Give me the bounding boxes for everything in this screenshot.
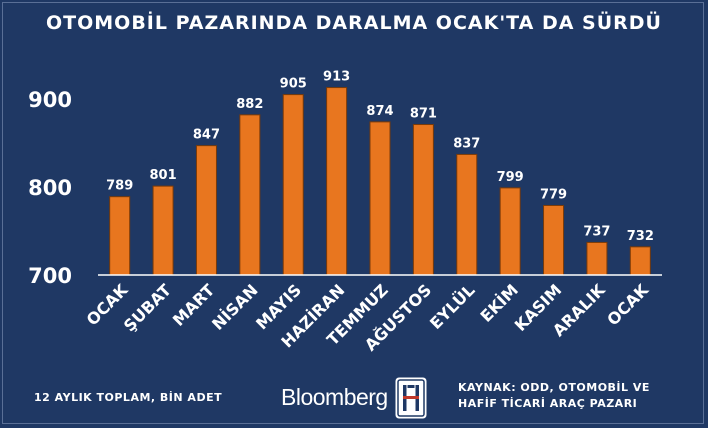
- bar-value-label: 847: [193, 128, 220, 143]
- bar: [499, 187, 521, 276]
- chart-frame: [2, 2, 704, 424]
- source-line-2: HAFİF TİCARİ ARAÇ PAZARI: [458, 397, 638, 410]
- bar: [586, 241, 608, 276]
- bar: [412, 124, 434, 276]
- bar: [326, 87, 348, 276]
- bar-value-label: 882: [236, 97, 263, 112]
- footnote: 12 AYLIK TOPLAM, BİN ADET: [34, 391, 223, 404]
- ht-logo-icon: [394, 376, 428, 420]
- bar: [629, 246, 651, 276]
- x-tick-label: OCAK: [603, 280, 652, 329]
- bar-value-label: 905: [280, 77, 307, 92]
- bars: [109, 87, 651, 276]
- source-note: KAYNAK: ODD, OTOMOBİL VE HAFİF TİCARİ AR…: [458, 380, 650, 412]
- value-labels: 789 801 847 882 905 913 874 871 837 799 779 737 732: [106, 70, 654, 244]
- x-axis-labels: OCAKŞUBATMARTNİSANMAYISHAZİRANTEMMUZAĞUS…: [83, 280, 653, 355]
- bar: [109, 196, 131, 276]
- bar: [152, 185, 174, 276]
- x-tick-label: ŞUBAT: [120, 280, 175, 335]
- bar-value-label: 789: [106, 179, 133, 194]
- bar: [195, 145, 217, 276]
- bar-value-label: 871: [410, 107, 437, 122]
- y-tick-label: 700: [28, 264, 72, 288]
- bar-value-label: 874: [366, 104, 393, 119]
- bar: [282, 94, 304, 276]
- y-axis-ticks: 700 800 900: [28, 88, 72, 288]
- bloomberg-logo: Bloomberg: [281, 384, 388, 410]
- bar-value-label: 837: [453, 136, 480, 151]
- bar-value-label: 779: [540, 187, 567, 202]
- y-tick-label: 900: [28, 88, 72, 112]
- source-line-1: KAYNAK: ODD, OTOMOBİL VE: [458, 381, 650, 394]
- bar: [456, 153, 478, 276]
- x-tick-label: NİSAN: [208, 280, 261, 333]
- x-tick-label: EYLÜL: [426, 280, 479, 333]
- bar: [239, 114, 261, 276]
- bar: [543, 204, 565, 276]
- chart-title: OTOMOBİL PAZARINDA DARALMA OCAK'TA DA SÜ…: [46, 12, 662, 34]
- bar: [369, 121, 391, 276]
- bar-value-label: 799: [497, 170, 524, 185]
- bar-value-label: 913: [323, 70, 350, 85]
- y-tick-label: 800: [28, 176, 72, 200]
- bar-value-label: 737: [583, 224, 610, 239]
- bar-value-label: 801: [150, 168, 177, 183]
- bar-value-label: 732: [627, 229, 654, 244]
